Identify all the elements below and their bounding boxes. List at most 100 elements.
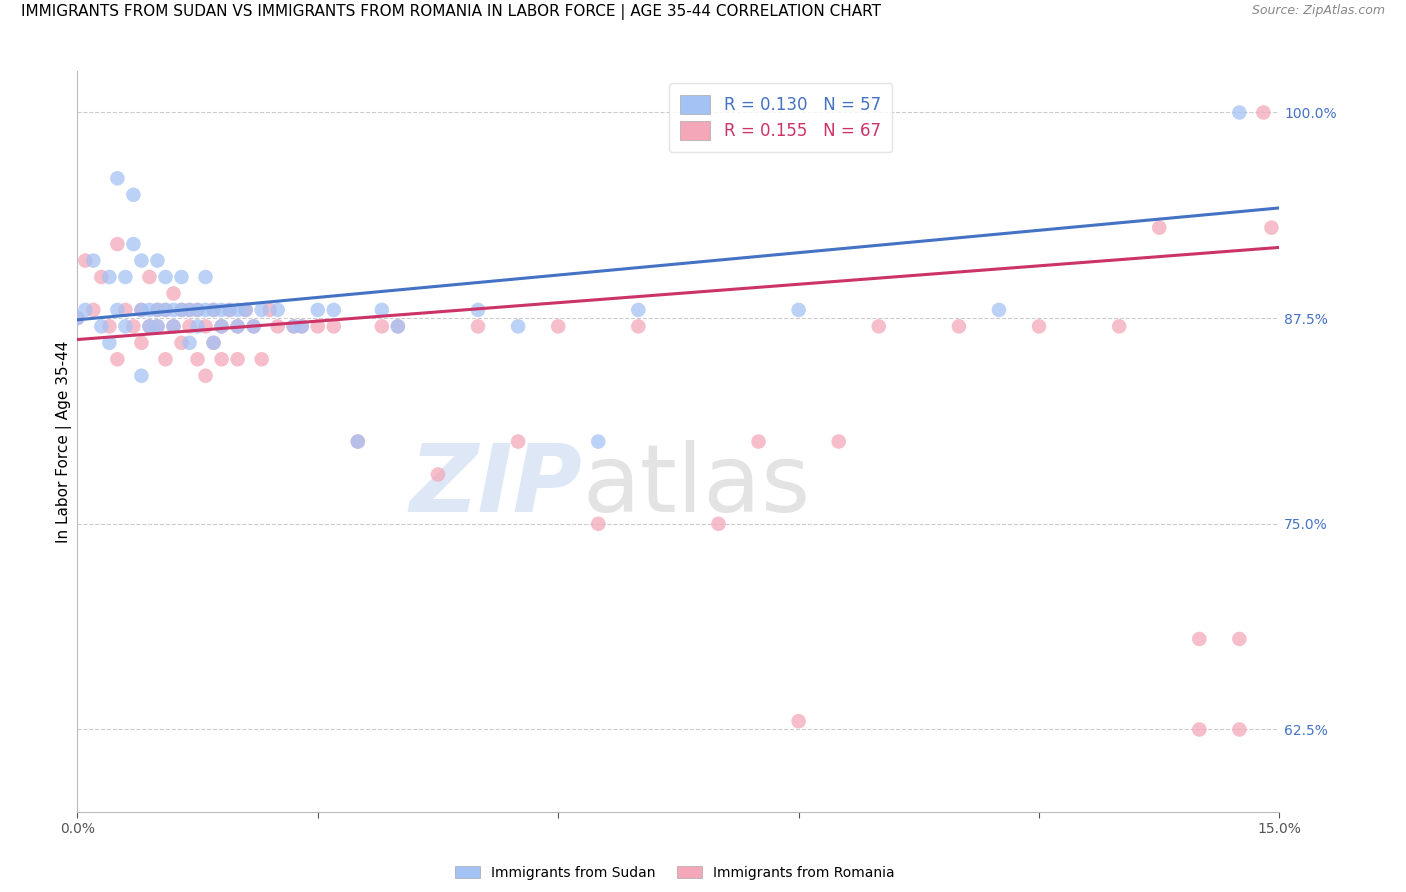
Point [1253, 105, 1275, 120]
Point [138, 319, 160, 334]
Legend: R = 0.130   N = 57, R = 0.155   N = 67: R = 0.130 N = 57, R = 0.155 N = 67 [669, 83, 893, 152]
Point [138, 319, 160, 334]
Point [202, 302, 225, 317]
Point [138, 302, 160, 317]
Text: Source: ZipAtlas.com: Source: ZipAtlas.com [1251, 4, 1385, 18]
Point [187, 319, 209, 334]
Point [467, 319, 489, 334]
Point [322, 302, 344, 317]
Point [427, 467, 450, 482]
Point [179, 302, 201, 317]
Point [1229, 632, 1251, 646]
Point [75, 302, 97, 317]
Point [114, 270, 136, 285]
Point [748, 434, 770, 449]
Point [187, 352, 209, 367]
Point [122, 187, 145, 202]
Point [75, 253, 97, 268]
Point [66, 311, 89, 326]
Point [131, 302, 153, 317]
Point [162, 319, 184, 334]
Point [131, 335, 153, 350]
Point [155, 302, 177, 317]
Point [107, 302, 129, 317]
Point [250, 302, 273, 317]
Point [146, 302, 169, 317]
Text: IMMIGRANTS FROM SUDAN VS IMMIGRANTS FROM ROMANIA IN LABOR FORCE | AGE 35-44 CORR: IMMIGRANTS FROM SUDAN VS IMMIGRANTS FROM… [21, 4, 882, 21]
Point [307, 319, 329, 334]
Point [283, 319, 305, 334]
Point [1149, 220, 1171, 235]
Point [155, 302, 177, 317]
Text: atlas: atlas [582, 440, 810, 532]
Point [291, 319, 314, 334]
Point [1028, 319, 1050, 334]
Point [146, 319, 169, 334]
Point [347, 434, 370, 449]
Point [347, 434, 370, 449]
Point [146, 302, 169, 317]
Point [1188, 723, 1211, 737]
Point [162, 302, 184, 317]
Y-axis label: In Labor Force | Age 35-44: In Labor Force | Age 35-44 [56, 341, 72, 542]
Point [1188, 632, 1211, 646]
Point [211, 319, 233, 334]
Point [547, 319, 569, 334]
Point [211, 302, 233, 317]
Point [131, 368, 153, 383]
Point [828, 434, 851, 449]
Point [218, 302, 240, 317]
Point [948, 319, 970, 334]
Legend: Immigrants from Sudan, Immigrants from Romania: Immigrants from Sudan, Immigrants from R… [450, 860, 900, 885]
Point [218, 302, 240, 317]
Point [242, 319, 264, 334]
Point [114, 302, 136, 317]
Point [387, 319, 409, 334]
Point [155, 352, 177, 367]
Point [1229, 105, 1251, 120]
Point [1229, 723, 1251, 737]
Point [82, 302, 104, 317]
Point [187, 302, 209, 317]
Point [868, 319, 890, 334]
Point [170, 302, 193, 317]
Point [226, 319, 249, 334]
Point [508, 434, 530, 449]
Point [98, 319, 121, 334]
Point [707, 516, 730, 531]
Point [179, 302, 201, 317]
Point [235, 302, 257, 317]
Point [146, 319, 169, 334]
Point [162, 286, 184, 301]
Point [211, 352, 233, 367]
Point [162, 319, 184, 334]
Point [371, 319, 394, 334]
Point [170, 302, 193, 317]
Point [179, 335, 201, 350]
Point [122, 237, 145, 252]
Point [250, 352, 273, 367]
Point [322, 319, 344, 334]
Point [588, 434, 610, 449]
Point [66, 311, 89, 326]
Point [155, 270, 177, 285]
Point [283, 319, 305, 334]
Point [1108, 319, 1130, 334]
Point [107, 352, 129, 367]
Point [371, 302, 394, 317]
Point [194, 270, 217, 285]
Point [170, 335, 193, 350]
Point [202, 302, 225, 317]
Point [194, 302, 217, 317]
Point [627, 302, 650, 317]
Point [82, 253, 104, 268]
Point [107, 171, 129, 186]
Text: ZIP: ZIP [409, 440, 582, 532]
Point [267, 319, 290, 334]
Point [98, 335, 121, 350]
Point [202, 335, 225, 350]
Point [627, 319, 650, 334]
Point [242, 319, 264, 334]
Point [508, 319, 530, 334]
Point [90, 270, 112, 285]
